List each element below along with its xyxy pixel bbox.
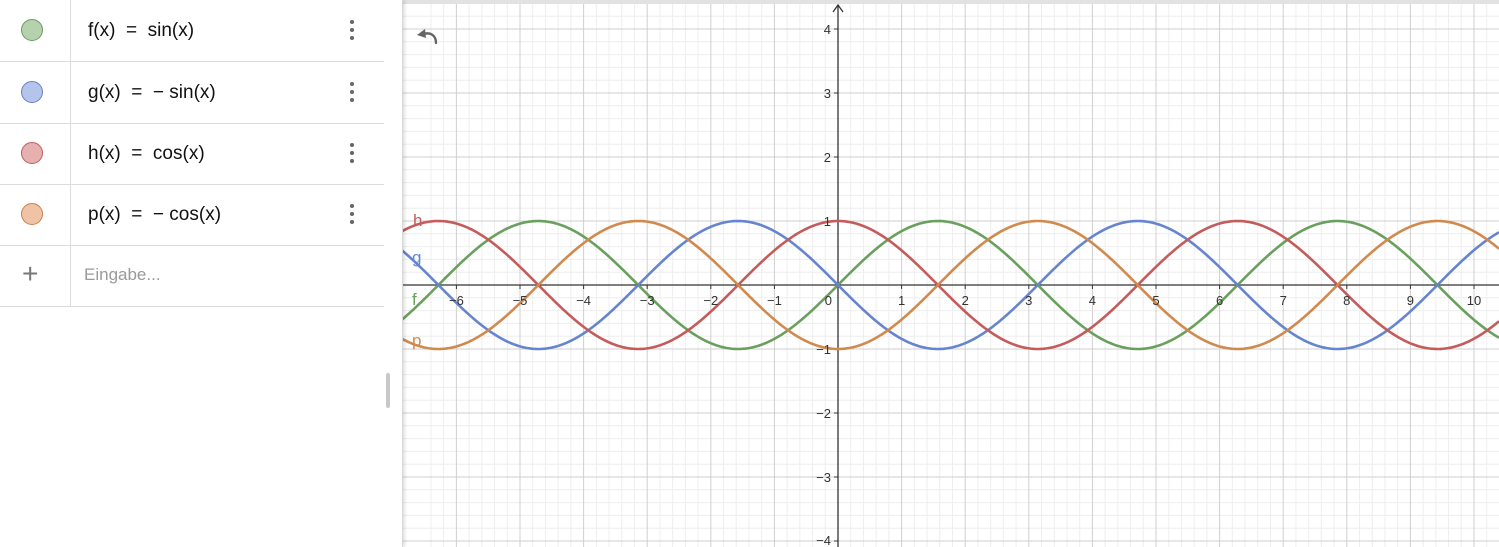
y-tick-label: −4 [816, 533, 831, 547]
x-tick-label: −3 [640, 293, 655, 308]
curve-labels: f gh p [412, 211, 422, 350]
algebra-row-h[interactable]: h(x) = cos(x) [0, 123, 384, 185]
curve-g[interactable] [401, 219, 1499, 351]
x-tick-label: 6 [1216, 293, 1223, 308]
marble-cell [0, 0, 71, 61]
algebra-row-f[interactable]: f(x) = sin(x) [0, 0, 384, 62]
y-axis-arrow [832, 3, 844, 13]
curve-label-g: g [412, 248, 421, 267]
vertical-dots-icon[interactable] [344, 80, 360, 106]
x-tick-label: 8 [1343, 293, 1350, 308]
tick-labels: −6 −5 −4 −3 −2 −1 0 1 2 3 4 5 6 7 8 9 10 4 3 2 1 −1 −2 −3 −4 [449, 22, 1481, 547]
axes [402, 3, 1499, 547]
curve-p[interactable] [401, 219, 1499, 351]
x-tick-label: −4 [576, 293, 591, 308]
curve-f[interactable] [401, 219, 1499, 351]
marble-cell [0, 184, 71, 245]
curve-h[interactable] [401, 219, 1499, 351]
vertical-dots-icon[interactable] [344, 141, 360, 167]
expression-f[interactable]: f(x) = sin(x) [88, 20, 195, 41]
y-tick-label: 4 [824, 22, 831, 37]
x-tick-label: 2 [962, 293, 969, 308]
algebra-row-p[interactable]: p(x) = − cos(x) [0, 184, 384, 246]
x-tick-label: −6 [449, 293, 464, 308]
vertical-dots-icon[interactable] [344, 18, 360, 44]
x-tick-label: −2 [703, 293, 718, 308]
visibility-toggle-p[interactable] [21, 203, 43, 225]
marble-cell: + [0, 245, 71, 306]
x-tick-label: 0 [825, 293, 832, 308]
expression-h[interactable]: h(x) = cos(x) [88, 143, 205, 164]
x-tick-label: 4 [1089, 293, 1096, 308]
y-tick-label: 1 [824, 214, 831, 229]
y-tick-label: −2 [816, 406, 831, 421]
y-tick-label: −1 [816, 342, 831, 357]
x-tick-label: 10 [1467, 293, 1481, 308]
expression-p[interactable]: p(x) = − cos(x) [88, 204, 222, 225]
curve-label-p: p [412, 331, 421, 350]
curve-label-f: f [412, 290, 417, 309]
vertical-dots-icon[interactable] [344, 202, 360, 228]
algebra-input-row[interactable]: + Eingabe... [0, 245, 384, 307]
x-tick-label: −5 [513, 293, 528, 308]
curve-label-h: h [413, 211, 422, 230]
function-curves [401, 219, 1499, 351]
plus-icon[interactable]: + [22, 258, 39, 289]
y-tick-label: 3 [824, 86, 831, 101]
x-tick-label: 1 [898, 293, 905, 308]
resize-handle[interactable] [386, 373, 390, 408]
visibility-toggle-f[interactable] [21, 19, 43, 41]
input-bar[interactable]: Eingabe... [84, 265, 161, 284]
marble-cell [0, 62, 71, 123]
expression-g[interactable]: g(x) = − sin(x) [88, 82, 216, 103]
x-tick-label: −1 [767, 293, 782, 308]
undo-icon[interactable] [414, 25, 444, 49]
algebra-view: f(x) = sin(x) g(x) = − sin(x) h(x) = cos… [0, 0, 403, 547]
top-strip [0, 0, 1499, 4]
y-tick-label: −3 [816, 470, 831, 485]
x-tick-label: 3 [1025, 293, 1032, 308]
visibility-toggle-g[interactable] [21, 81, 43, 103]
x-tick-label: 9 [1407, 293, 1414, 308]
x-tick-label: 7 [1280, 293, 1287, 308]
x-tick-label: 5 [1152, 293, 1159, 308]
visibility-toggle-h[interactable] [21, 142, 43, 164]
y-tick-label: 2 [824, 150, 831, 165]
algebra-row-g[interactable]: g(x) = − sin(x) [0, 62, 384, 124]
marble-cell [0, 123, 71, 184]
